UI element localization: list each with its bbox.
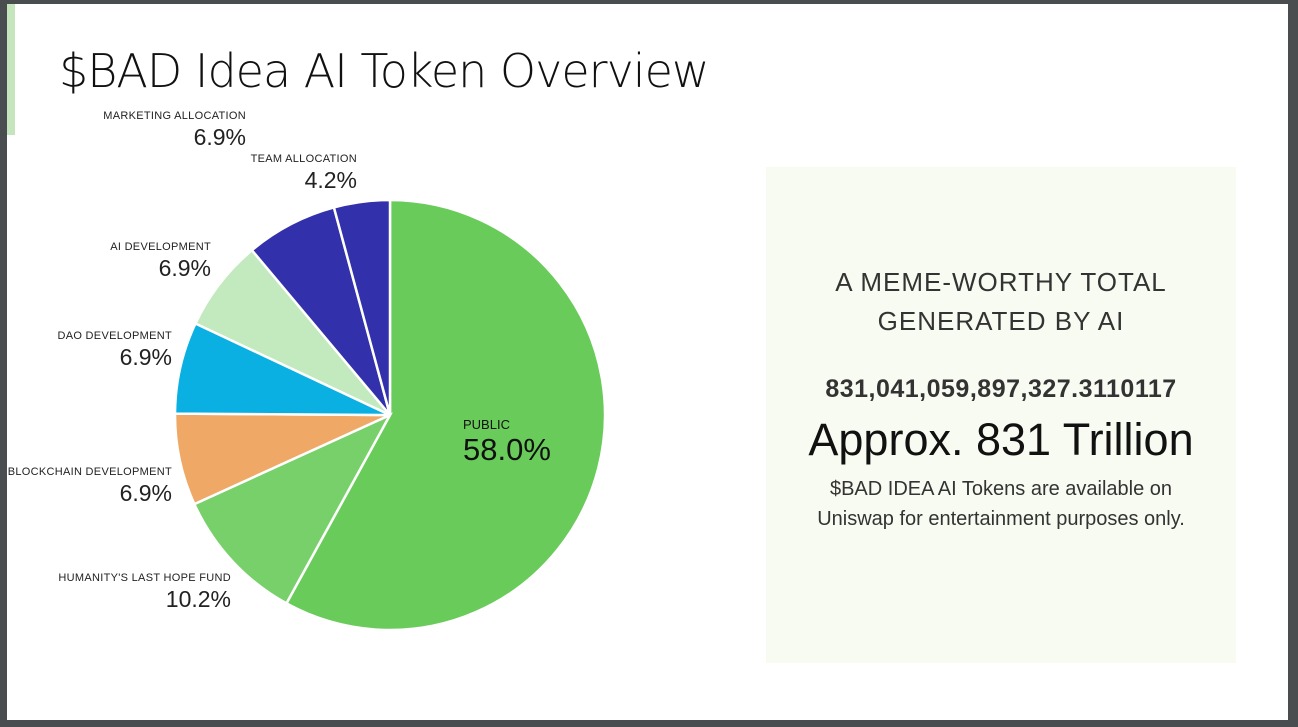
slice-value: 6.9% bbox=[119, 480, 172, 506]
slide: $BAD Idea AI Token Overview PUBLIC 58.0%… bbox=[7, 4, 1288, 720]
slice-label-humanity: HUMANITY'S LAST HOPE FUND 10.2% bbox=[58, 572, 231, 613]
approx-total: Approx. 831 Trillion bbox=[808, 414, 1194, 465]
slice-name: MARKETING ALLOCATION bbox=[103, 110, 246, 122]
page-title: $BAD Idea AI Token Overview bbox=[59, 44, 710, 98]
slice-name: TEAM ALLOCATION bbox=[250, 153, 357, 165]
accent-bar bbox=[7, 4, 15, 135]
slice-name: BLOCKCHAIN DEVELOPMENT bbox=[7, 466, 172, 478]
slice-value: 4.2% bbox=[304, 167, 357, 193]
slice-label-team: TEAM ALLOCATION 4.2% bbox=[251, 153, 357, 194]
slice-name: DAO DEVELOPMENT bbox=[57, 330, 172, 342]
slice-value: 6.9% bbox=[193, 124, 246, 150]
slice-value: 58.0% bbox=[463, 432, 551, 467]
slice-label-public: PUBLIC 58.0% bbox=[463, 417, 551, 468]
slice-name: HUMANITY'S LAST HOPE FUND bbox=[58, 572, 231, 584]
pie-chart bbox=[173, 198, 607, 632]
slice-value: 10.2% bbox=[165, 586, 231, 612]
total-supply-panel: A MEME-WORTHY TOTAL GENERATED BY AI 831,… bbox=[766, 167, 1236, 663]
slice-value: 6.9% bbox=[119, 344, 172, 370]
pie-slice-humanity-s-last-hope-fund bbox=[192, 412, 393, 606]
pie-slice-public bbox=[284, 198, 607, 632]
panel-heading: A MEME-WORTHY TOTAL GENERATED BY AI bbox=[835, 267, 1167, 336]
slice-label-dao: DAO DEVELOPMENT 6.9% bbox=[57, 330, 172, 371]
slice-label-blockchain: BLOCKCHAIN DEVELOPMENT 6.9% bbox=[8, 466, 172, 507]
panel-note: $BAD IDEA AI Tokens are available on Uni… bbox=[817, 478, 1185, 530]
slice-name: PUBLIC bbox=[463, 417, 510, 432]
slice-label-ai: AI DEVELOPMENT 6.9% bbox=[110, 241, 211, 282]
slice-name: AI DEVELOPMENT bbox=[110, 241, 211, 253]
pie-slice-team-allocation bbox=[332, 198, 392, 416]
total-supply-value: 831,041,059,897,327.3110117 bbox=[825, 375, 1177, 403]
slice-value: 6.9% bbox=[158, 255, 211, 281]
slice-label-marketing: MARKETING ALLOCATION 6.9% bbox=[103, 110, 246, 151]
